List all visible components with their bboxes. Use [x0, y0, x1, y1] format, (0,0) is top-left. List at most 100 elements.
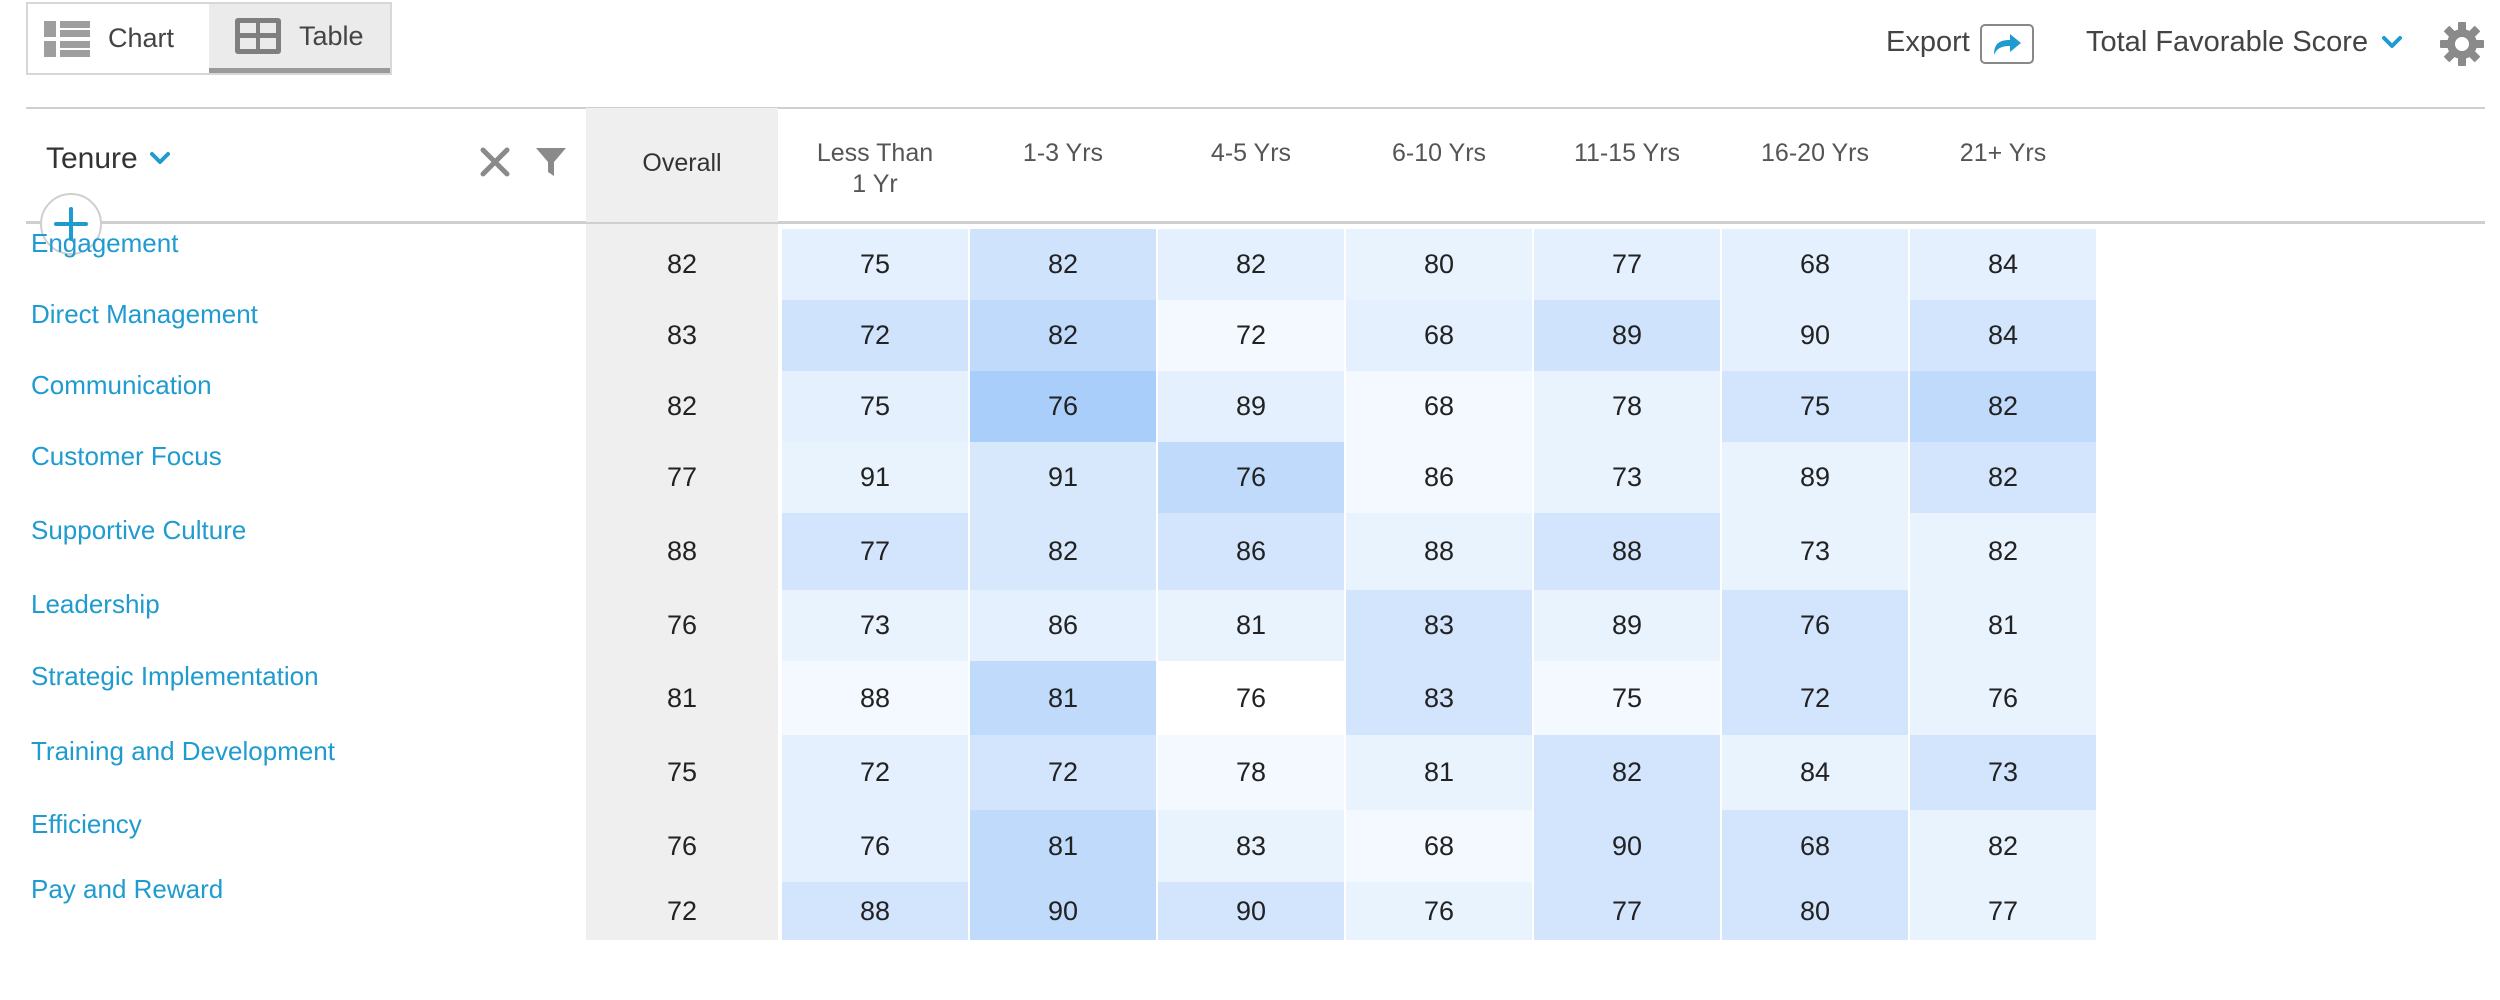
- chart-view-label: Chart: [108, 23, 175, 53]
- heat-cell: 86: [1158, 513, 1344, 590]
- heat-cell: 76: [1158, 442, 1344, 513]
- heat-cell: 75: [1534, 661, 1720, 735]
- column-header-line-1: 6-10 Yrs: [1391, 139, 1487, 167]
- row-label[interactable]: Leadership: [31, 589, 160, 619]
- toolbar-divider: [26, 107, 2485, 109]
- add-dimension-button[interactable]: [40, 193, 102, 255]
- heat-cell: 82: [970, 229, 1156, 300]
- overall-cell: 75: [666, 757, 698, 787]
- heat-cell: 68: [1346, 371, 1532, 442]
- heat-cell: 88: [782, 661, 968, 735]
- chart-view-button[interactable]: Chart: [28, 4, 209, 73]
- heat-cell: 68: [1346, 300, 1532, 371]
- heat-cell: 84: [1722, 735, 1908, 810]
- heat-cell: 83: [1346, 661, 1532, 735]
- heat-cell: 81: [1910, 590, 2096, 661]
- row-label[interactable]: Strategic Implementation: [31, 661, 319, 691]
- column-header-line-1: 1-3 Yrs: [1022, 139, 1104, 167]
- overall-column-background: [586, 224, 778, 940]
- heat-cell: 88: [1534, 513, 1720, 590]
- row-label[interactable]: Direct Management: [31, 299, 258, 329]
- table-view-button[interactable]: Table: [209, 4, 390, 73]
- heat-cell: 75: [782, 371, 968, 442]
- heat-cell: 68: [1722, 810, 1908, 882]
- heat-cell: 81: [1346, 735, 1532, 810]
- view-toggle: Chart Table: [26, 2, 392, 75]
- heat-cell: 82: [970, 300, 1156, 371]
- column-header-line-2: 1 Yr: [852, 170, 898, 198]
- column-header-line-1: 16-20 Yrs: [1761, 139, 1869, 167]
- filter-button[interactable]: [534, 145, 568, 179]
- tenure-label: Tenure: [46, 142, 138, 175]
- heat-cell: 72: [782, 300, 968, 371]
- heat-cell: 86: [1346, 442, 1532, 513]
- heat-cell: 89: [1534, 590, 1720, 661]
- settings-button[interactable]: [2438, 20, 2486, 68]
- heat-cell: 76: [782, 810, 968, 882]
- heat-cell: 77: [1534, 229, 1720, 300]
- heat-cell: 76: [970, 371, 1156, 442]
- overall-cell: 76: [666, 830, 698, 861]
- heat-cell: 91: [970, 442, 1156, 513]
- heat-cell: 80: [1722, 882, 1908, 940]
- score-type-label: Total Favorable Score: [2086, 26, 2369, 58]
- heat-cell: 90: [1722, 300, 1908, 371]
- heat-cell: 73: [1534, 442, 1720, 513]
- row-label[interactable]: Pay and Reward: [31, 874, 224, 904]
- heat-cell: 76: [1158, 661, 1344, 735]
- column-header-line-1: Less Than: [816, 139, 934, 167]
- heat-cell: 83: [1346, 590, 1532, 661]
- overall-cell: 88: [666, 536, 698, 566]
- row-label[interactable]: Communication: [31, 370, 212, 400]
- heat-cell: 90: [1158, 882, 1344, 940]
- heat-cell: 84: [1910, 229, 2096, 300]
- heat-cell: 77: [782, 513, 968, 590]
- overall-cell: 82: [666, 249, 698, 279]
- heat-cell: 81: [970, 661, 1156, 735]
- heat-cell: 78: [1158, 735, 1344, 810]
- heat-cell: 76: [1346, 882, 1532, 940]
- heat-cell: 88: [782, 882, 968, 940]
- heat-cell: 89: [1534, 300, 1720, 371]
- heat-cell: 89: [1722, 442, 1908, 513]
- export-button[interactable]: [1980, 24, 2034, 64]
- row-label[interactable]: Engagement: [31, 228, 179, 258]
- export-label[interactable]: Export: [1886, 26, 1970, 58]
- heat-cell: 86: [970, 590, 1156, 661]
- column-header-16-20-yrs: 16-20 Yrs: [1722, 138, 1908, 169]
- heat-cell: 68: [1346, 810, 1532, 882]
- column-header-less-than-1-yr: Less Than 1 Yr: [782, 138, 968, 200]
- table-view-icon: [235, 18, 281, 54]
- heat-cell: 82: [1910, 442, 2096, 513]
- row-label[interactable]: Customer Focus: [31, 441, 222, 471]
- heat-cell: 82: [1158, 229, 1344, 300]
- row-label[interactable]: Training and Development: [31, 736, 335, 766]
- heat-cell: 73: [1910, 735, 2096, 810]
- heat-cell: 82: [1910, 371, 2096, 442]
- heat-cell: 82: [1534, 735, 1720, 810]
- column-header-line-1: 21+ Yrs: [1959, 139, 2047, 167]
- clear-filter-button[interactable]: [478, 145, 512, 179]
- overall-header-background: [586, 108, 778, 222]
- overall-column-header: Overall: [642, 149, 722, 177]
- tenure-dropdown[interactable]: Tenure: [46, 142, 170, 176]
- overall-cell: 77: [666, 462, 698, 492]
- heat-cell: 72: [1722, 661, 1908, 735]
- chart-view-icon: [44, 20, 90, 57]
- heat-cell: 81: [970, 810, 1156, 882]
- heat-cell: 76: [1722, 590, 1908, 661]
- heat-cell: 83: [1158, 810, 1344, 882]
- score-type-dropdown[interactable]: Total Favorable Score: [2086, 26, 2403, 59]
- gear-icon: [2440, 22, 2484, 66]
- header-divider: [26, 221, 2485, 224]
- overall-cell: 81: [666, 682, 698, 713]
- chevron-down-icon: [149, 152, 170, 164]
- row-label[interactable]: Efficiency: [31, 809, 142, 839]
- column-header-1-3-yrs: 1-3 Yrs: [970, 138, 1156, 169]
- row-label[interactable]: Supportive Culture: [31, 515, 247, 545]
- column-header-line-1: 11-15 Yrs: [1573, 139, 1681, 167]
- heat-cell: 77: [1534, 882, 1720, 940]
- heat-cell: 78: [1534, 371, 1720, 442]
- filter-icon: [536, 148, 566, 176]
- column-header-4-5-yrs: 4-5 Yrs: [1158, 138, 1344, 169]
